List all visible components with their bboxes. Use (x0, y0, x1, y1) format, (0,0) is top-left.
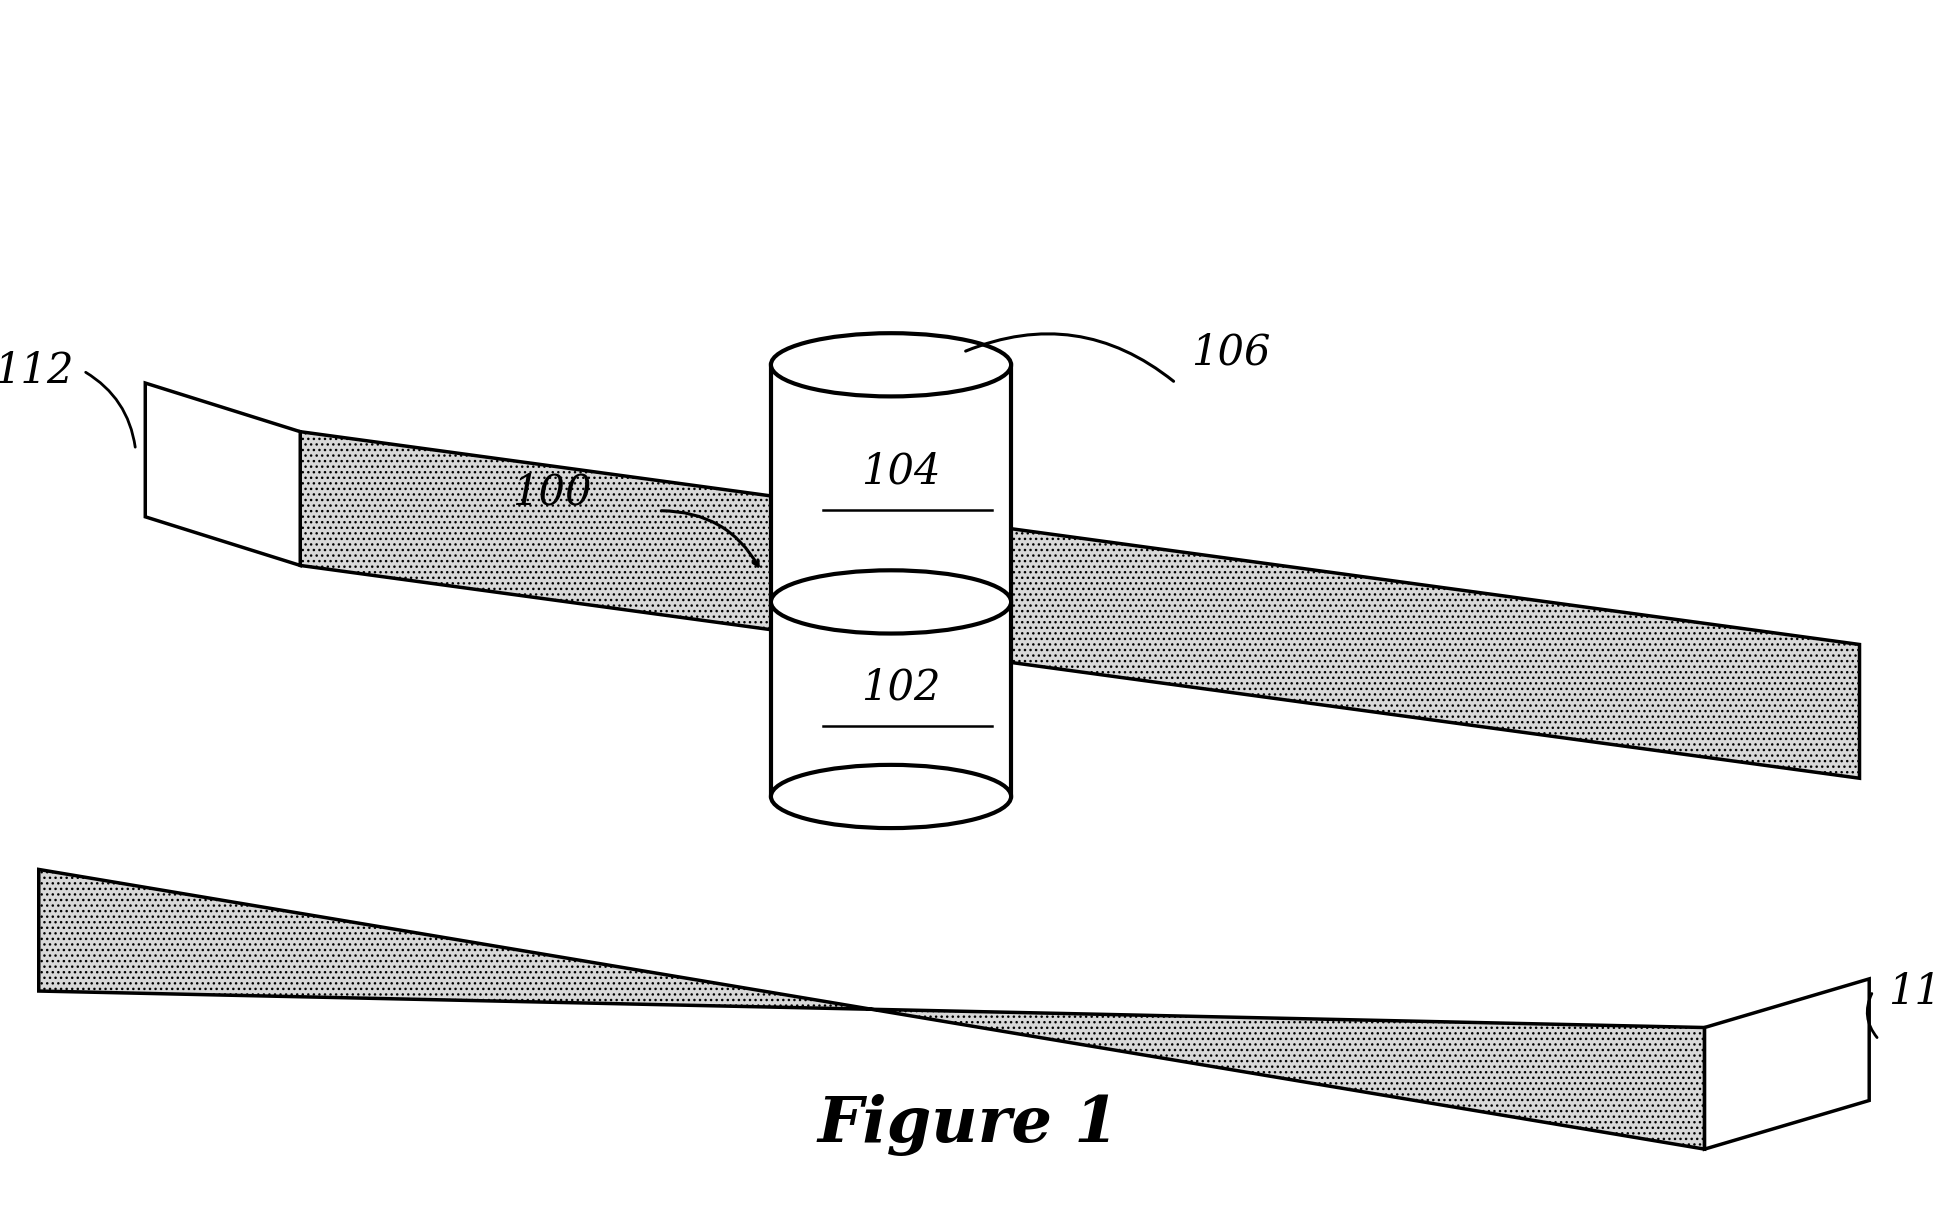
Ellipse shape (771, 765, 1011, 828)
Polygon shape (145, 383, 300, 565)
Text: 110: 110 (1889, 970, 1937, 1012)
Polygon shape (1705, 979, 1869, 1149)
Text: 112: 112 (0, 350, 74, 392)
Text: 100: 100 (511, 472, 593, 513)
Text: 104: 104 (860, 450, 941, 492)
Ellipse shape (771, 333, 1011, 396)
Ellipse shape (771, 570, 1011, 634)
Text: 102: 102 (860, 666, 941, 708)
Text: Figure 1: Figure 1 (817, 1094, 1120, 1155)
Polygon shape (300, 432, 1860, 778)
Text: 106: 106 (1191, 332, 1271, 373)
Polygon shape (771, 365, 1011, 796)
Polygon shape (39, 869, 1705, 1149)
